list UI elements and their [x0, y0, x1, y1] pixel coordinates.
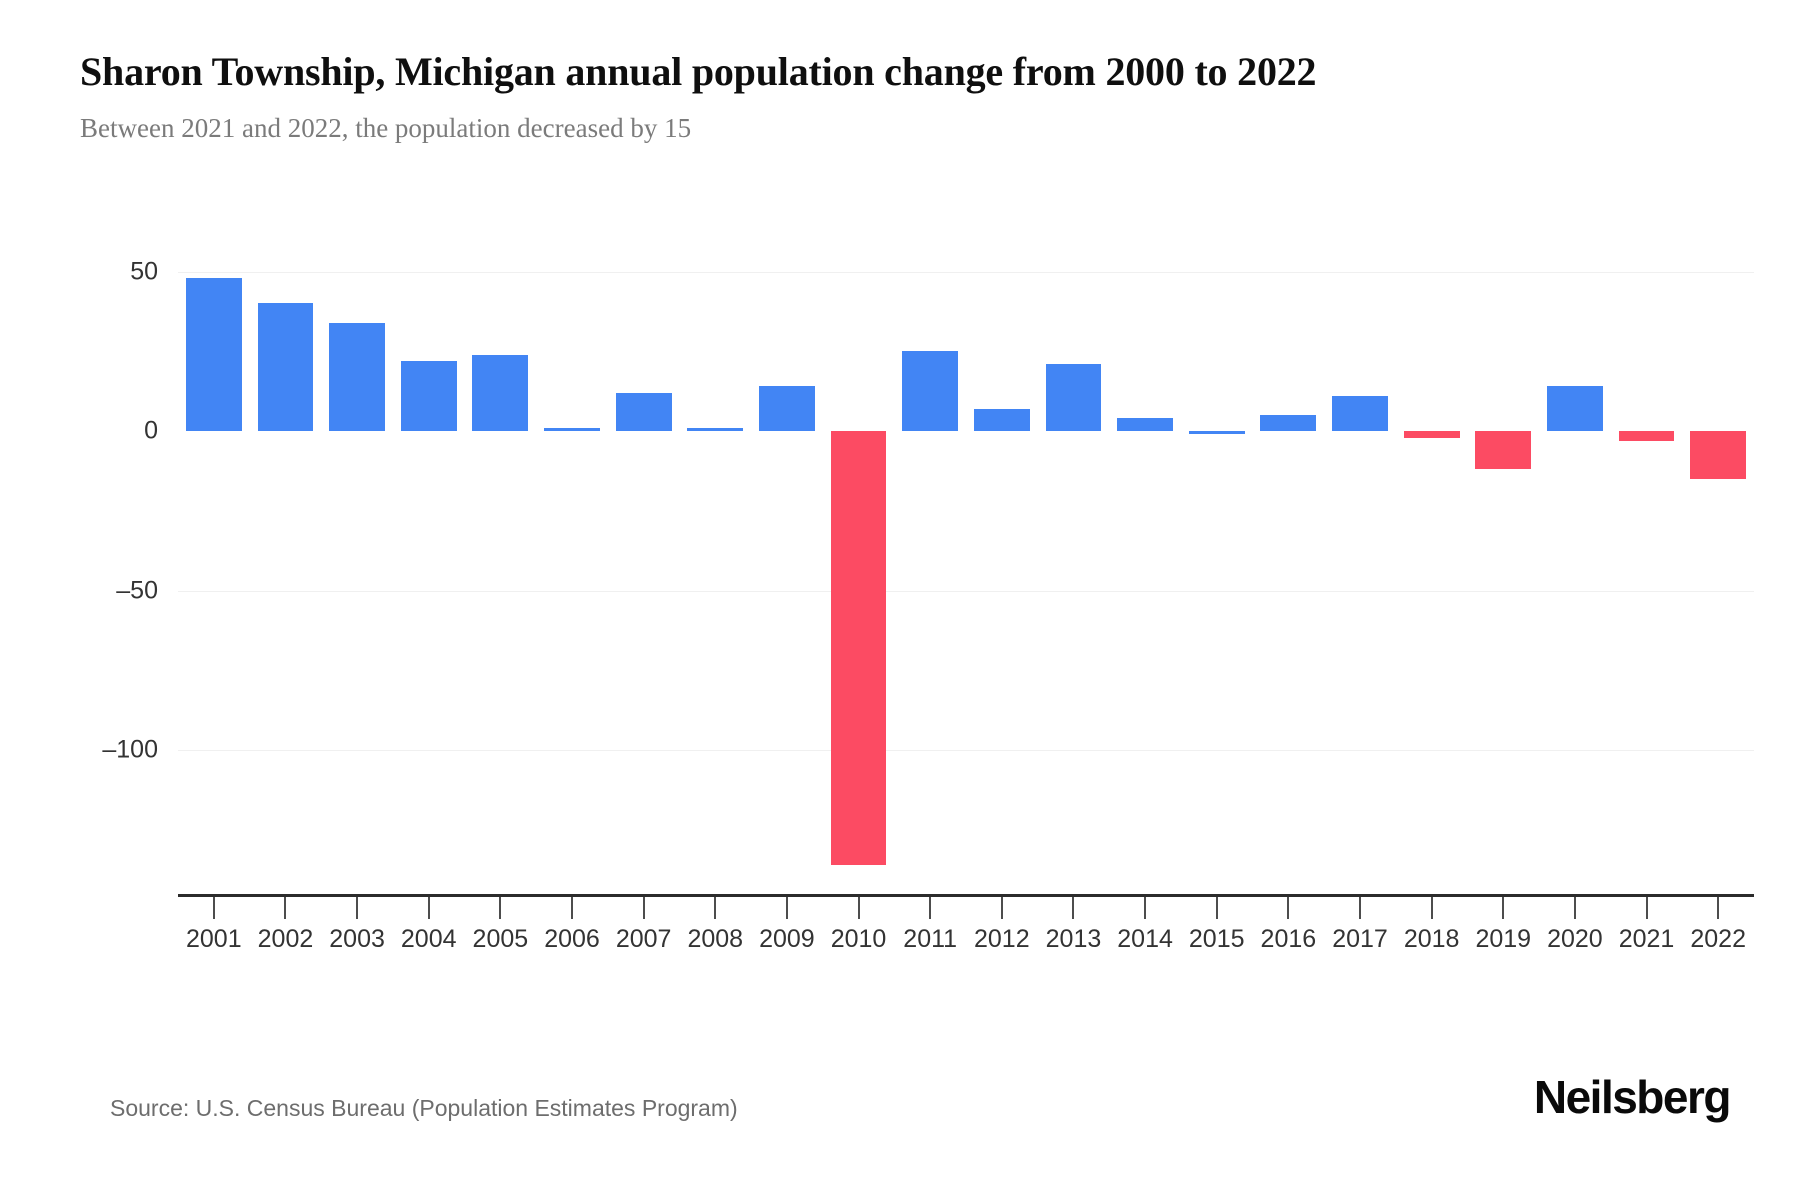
- x-axis-tick-label: 2006: [544, 925, 600, 953]
- x-axis-tick: [571, 897, 573, 919]
- source-note: Source: U.S. Census Bureau (Population E…: [110, 1095, 738, 1121]
- x-axis-tick-label: 2010: [830, 925, 887, 953]
- chart-header: Sharon Township, Michigan annual populat…: [80, 46, 1740, 146]
- bar-2009[interactable]: [758, 386, 815, 432]
- x-axis-tick-label: 2009: [759, 925, 815, 953]
- x-axis-tick: [1215, 897, 1218, 919]
- chart-subtitle: Between 2021 and 2022, the population de…: [80, 113, 692, 143]
- x-axis-tick: [356, 897, 359, 919]
- bar-2006[interactable]: [544, 427, 600, 432]
- x-axis-tick: [1573, 897, 1576, 919]
- x-axis-tick: [714, 897, 717, 919]
- x-axis-tick: [1287, 897, 1290, 919]
- gridline--100: [178, 750, 1754, 752]
- x-axis-tick: [1717, 897, 1720, 919]
- bar-2022[interactable]: [1690, 431, 1747, 480]
- page-title: Sharon Township, Michigan annual populat…: [80, 49, 1317, 94]
- bar-2017[interactable]: [1332, 396, 1388, 432]
- x-axis-labels: 2001 2002 2003 2004 2005 2006 2007 2008 2009 2010…: [178, 925, 1754, 965]
- y-axis-tick-label: ‒50: [116, 576, 158, 605]
- x-axis-tick: [427, 897, 430, 919]
- bar-2011[interactable]: [902, 351, 959, 432]
- x-axis-tick-label: 2008: [687, 925, 744, 953]
- x-axis-tick: [785, 897, 788, 919]
- plot-area: [178, 246, 1754, 894]
- x-axis-tick-label: 2012: [974, 925, 1030, 953]
- bar-2002[interactable]: [257, 303, 314, 432]
- bar-2018[interactable]: [1403, 431, 1460, 438]
- x-axis-tick: [1144, 897, 1147, 919]
- brand-logo: Neilsberg: [1533, 1071, 1732, 1123]
- x-axis-tick-label: 2005: [472, 925, 529, 953]
- x-axis-tick-label: 2013: [1045, 925, 1102, 953]
- x-axis-tick: [284, 897, 287, 919]
- bar-2015[interactable]: [1188, 431, 1245, 435]
- x-axis-ticks: [178, 897, 1754, 919]
- bar-2007[interactable]: [615, 392, 672, 432]
- x-axis-tick: [1000, 897, 1003, 919]
- x-axis-tick-label: 2003: [329, 925, 385, 953]
- bar-2003[interactable]: [329, 322, 386, 432]
- y-axis-labels: 50 0 ‒50 ‒100: [0, 246, 172, 894]
- gridline--50: [178, 590, 1754, 592]
- y-axis-tick-label: 0: [144, 416, 158, 445]
- x-axis-tick: [1430, 897, 1433, 919]
- x-axis-tick: [1502, 897, 1505, 919]
- x-axis-tick: [1359, 897, 1361, 919]
- bar-2008[interactable]: [687, 427, 744, 432]
- x-axis-tick-label: 2015: [1188, 925, 1245, 953]
- x-axis-tick-label: 2007: [615, 925, 672, 953]
- x-axis-tick-label: 2022: [1690, 925, 1746, 953]
- gridline-50: [178, 271, 1754, 273]
- x-axis-tick-label: 2019: [1475, 925, 1532, 953]
- bar-2010[interactable]: [830, 431, 887, 866]
- bar-series: [178, 246, 1754, 894]
- x-axis-tick-label: 2021: [1618, 925, 1675, 953]
- bar-2012[interactable]: [973, 408, 1030, 432]
- x-axis-tick-label: 2016: [1260, 925, 1317, 953]
- x-axis-tick: [212, 897, 215, 919]
- x-axis-tick-label: 2018: [1403, 925, 1460, 953]
- x-axis-tick: [929, 897, 932, 919]
- bar-2004[interactable]: [400, 360, 457, 432]
- x-axis-tick: [642, 897, 645, 919]
- bar-2016[interactable]: [1260, 415, 1317, 432]
- x-axis-tick-label: 2020: [1547, 925, 1603, 953]
- bar-2013[interactable]: [1045, 364, 1102, 432]
- bar-2005[interactable]: [472, 354, 529, 432]
- bar-2014[interactable]: [1117, 418, 1174, 432]
- x-axis-tick-label: 2014: [1117, 925, 1173, 953]
- x-axis-tick: [1072, 897, 1075, 919]
- x-axis-tick-label: 2002: [257, 925, 314, 953]
- x-axis-line: [178, 894, 1754, 897]
- x-axis-tick: [1645, 897, 1648, 919]
- bar-2001[interactable]: [185, 277, 242, 432]
- x-axis-tick-label: 2017: [1332, 925, 1388, 953]
- x-axis-tick-label: 2001: [186, 925, 242, 953]
- bar-2020[interactable]: [1546, 386, 1603, 432]
- bar-2021[interactable]: [1618, 431, 1675, 441]
- y-axis-tick-label: ‒100: [102, 735, 158, 764]
- x-axis-tick-label: 2011: [903, 925, 958, 953]
- x-axis-tick: [857, 897, 860, 919]
- bar-2019[interactable]: [1475, 431, 1532, 470]
- x-axis-tick: [499, 897, 502, 919]
- y-axis-tick-label: 50: [130, 257, 158, 286]
- x-axis-tick-label: 2004: [400, 925, 457, 953]
